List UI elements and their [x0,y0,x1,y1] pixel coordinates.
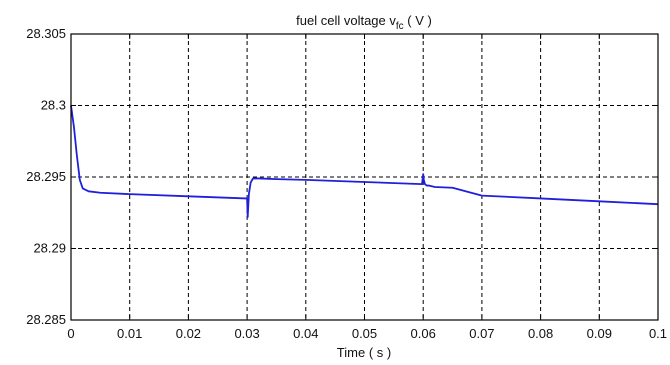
x-tick-label: 0 [67,326,74,341]
series-line-voltage [70,105,659,218]
x-tick-label: 0.09 [587,326,612,341]
y-tick-label: 28.305 [26,26,66,41]
tick-marks [70,33,659,321]
x-tick-label: 0.07 [469,326,494,341]
chart-title-units: ( V ) [404,13,432,28]
x-axis-label: Time ( s ) [337,345,391,360]
y-tick-label: 28.3 [41,98,66,113]
chart-title-subscript: fc [396,21,404,32]
x-tick-label: 0.05 [352,326,377,341]
y-tick-labels: 28.285 28.29 28.295 28.3 28.305 [26,26,66,327]
x-tick-label: 0.04 [293,326,318,341]
x-tick-label: 0.01 [117,326,142,341]
series-layer [70,105,659,218]
y-tick-label: 28.295 [26,169,66,184]
x-tick-label: 0.1 [649,326,667,341]
y-tick-label: 28.285 [26,312,66,327]
y-tick-label: 28.29 [33,241,66,256]
chart-title: fuel cell voltage vfc ( V ) [296,13,432,32]
x-tick-label: 0.08 [528,326,553,341]
x-tick-label: 0.06 [411,326,436,341]
x-tick-labels: 0 0.01 0.02 0.03 0.04 0.05 0.06 0.07 0.08 0.09 0.1 [67,326,667,341]
x-tick-label: 0.03 [234,326,259,341]
chart-title-main: fuel cell voltage v [296,13,396,28]
x-tick-label: 0.02 [176,326,201,341]
